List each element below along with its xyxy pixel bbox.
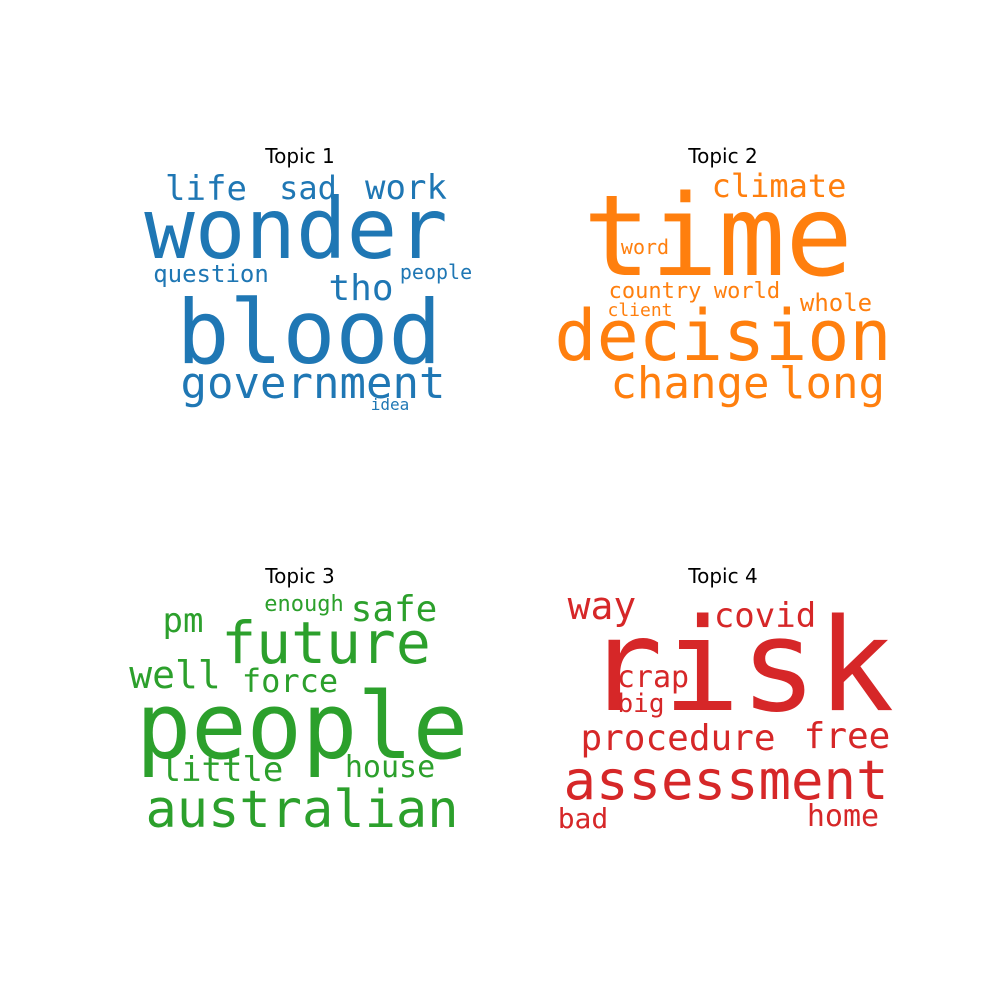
wordcloud-word: idea bbox=[371, 395, 410, 414]
wordcloud-word: world bbox=[714, 279, 780, 304]
wordcloud-word: life bbox=[165, 169, 247, 209]
wordcloud-word: client bbox=[607, 300, 672, 321]
wordcloud-word: blood bbox=[177, 281, 442, 384]
wordcloud-word: work bbox=[365, 168, 447, 208]
wordcloud-word: risk bbox=[586, 592, 894, 741]
wordcloud-word: pm bbox=[163, 601, 204, 641]
wordcloud-title: Topic 1 bbox=[264, 144, 334, 168]
wordcloud-word: change bbox=[611, 358, 770, 409]
wordcloud-word: assessment bbox=[563, 749, 888, 812]
wordcloud-word: country bbox=[609, 279, 702, 304]
topic-4-wordcloud: Topic 4 risk assessment way covid crapbigproc… bbox=[558, 564, 894, 835]
wordcloud-word: home bbox=[807, 799, 879, 834]
wordcloud-title: Topic 2 bbox=[687, 144, 757, 168]
wordcloud-word: tho bbox=[328, 268, 393, 309]
wordcloud-word: well bbox=[129, 653, 221, 697]
wordcloud-word: procedure bbox=[580, 718, 775, 759]
wordcloud-word: force bbox=[242, 662, 338, 700]
wordcloud-word: decision bbox=[554, 295, 891, 377]
wordcloud-word: time bbox=[583, 172, 853, 302]
wordcloud-word: whole bbox=[800, 289, 872, 317]
wordcloud-word: little bbox=[161, 750, 284, 790]
wordcloud-word: wonder bbox=[144, 180, 447, 278]
wordcloud-word: way bbox=[568, 584, 637, 628]
wordcloud-word: big bbox=[618, 689, 665, 719]
wordcloud-title: Topic 3 bbox=[264, 564, 334, 588]
wordcloud-word: long bbox=[779, 358, 885, 409]
wordcloud-word: government bbox=[181, 358, 446, 409]
wordcloud-word: safe bbox=[351, 589, 438, 630]
wordcloud-word: house bbox=[345, 750, 435, 785]
wordcloud-word: question bbox=[153, 260, 269, 288]
wordcloud-word: bad bbox=[558, 802, 609, 835]
wordcloud-word: climate bbox=[712, 167, 847, 205]
wordcloud-word: people bbox=[400, 260, 472, 284]
wordcloud-word: people bbox=[136, 673, 468, 780]
wordcloud-word: covid bbox=[714, 596, 816, 636]
wordcloud-title: Topic 4 bbox=[687, 564, 757, 588]
wordcloud-word: word bbox=[621, 235, 669, 259]
wordcloud-word: free bbox=[804, 716, 891, 757]
wordcloud-word: future bbox=[221, 609, 431, 677]
wordcloud-word: enough bbox=[264, 592, 343, 617]
wordcloud-word: sad bbox=[279, 169, 337, 207]
wordcloud-word: australian bbox=[145, 780, 458, 840]
wordcloud-word: crap bbox=[617, 660, 689, 695]
